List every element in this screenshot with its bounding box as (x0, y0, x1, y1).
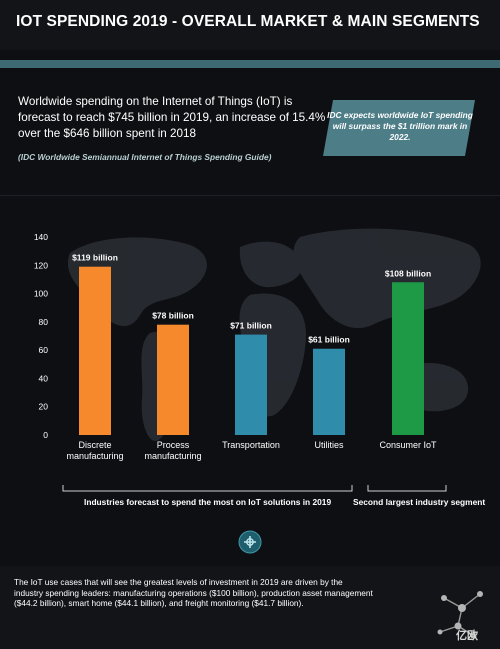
y-tick-label: 60 (39, 345, 49, 355)
footer-text: The IoT use cases that will see the grea… (14, 577, 373, 608)
bar-chart: 0 20 40 60 80 100 120 140 $119 billion Discrete m… (34, 228, 481, 492)
page-title: IOT SPENDING 2019 - OVERALL MARKET & MAI… (16, 13, 480, 30)
y-axis: 0 20 40 60 80 100 120 140 (34, 232, 48, 440)
callout-box (323, 100, 475, 156)
section-separator (0, 195, 500, 196)
bracket-line (367, 485, 447, 492)
category-label: Utilities (314, 440, 344, 450)
y-tick-label: 40 (39, 373, 49, 383)
bar (79, 266, 111, 435)
y-tick-label: 100 (34, 289, 48, 299)
bar (235, 334, 267, 435)
data-label: $108 billion (385, 268, 431, 278)
y-tick-label: 80 (39, 317, 49, 327)
bracket-line (62, 485, 353, 492)
teal-divider-band (0, 60, 500, 68)
data-label: $61 billion (308, 335, 350, 345)
y-tick-label: 20 (39, 402, 49, 412)
category-label: Discrete manufacturing (66, 440, 123, 461)
bracket-label-second: Second largest industry segment (353, 497, 486, 507)
y-tick-label: 0 (43, 430, 48, 440)
network-molecule-icon (437, 591, 483, 639)
continent-shape (293, 228, 481, 329)
y-tick-label: 140 (34, 232, 48, 242)
labels: $119 billion Discrete manufacturing $78 bil… (66, 253, 437, 461)
bar (313, 348, 345, 435)
continent-shape (239, 241, 302, 288)
data-label: $78 billion (152, 311, 194, 321)
bar (157, 324, 189, 435)
data-label: $119 billion (72, 253, 118, 263)
watermark-text: 亿欧 (456, 630, 478, 642)
bracket-label-industries: Industries forecast to spend the most on… (84, 497, 332, 507)
data-label: $71 billion (230, 321, 272, 331)
intro-text: Worldwide spending on the Internet of Th… (18, 95, 326, 140)
category-label: Consumer IoT (379, 440, 437, 450)
title-bar (0, 0, 500, 50)
source-citation: (IDC Worldwide Semiannual Internet of Th… (18, 152, 272, 162)
bar (392, 282, 424, 435)
y-tick-label: 120 (34, 260, 48, 270)
iot-circle-icon (238, 530, 262, 554)
callout-text: IDC expects worldwide IoT spending will … (327, 110, 473, 142)
category-label: Transportation (222, 440, 280, 450)
bars (79, 266, 424, 435)
category-label: Process manufacturing (144, 440, 201, 461)
footer-band (0, 566, 500, 649)
category-brackets (62, 485, 447, 492)
